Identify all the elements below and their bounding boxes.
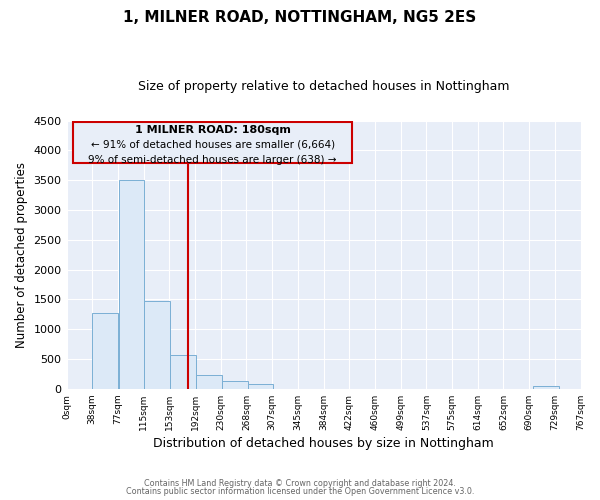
Text: Contains public sector information licensed under the Open Government Licence v3: Contains public sector information licen… bbox=[126, 487, 474, 496]
Text: Contains HM Land Registry data © Crown copyright and database right 2024.: Contains HM Land Registry data © Crown c… bbox=[144, 478, 456, 488]
Text: 1, MILNER ROAD, NOTTINGHAM, NG5 2ES: 1, MILNER ROAD, NOTTINGHAM, NG5 2ES bbox=[124, 10, 476, 25]
Text: 9% of semi-detached houses are larger (638) →: 9% of semi-detached houses are larger (6… bbox=[88, 155, 337, 165]
Bar bbox=[92, 313, 118, 389]
Bar bbox=[196, 374, 222, 389]
Bar bbox=[222, 381, 248, 389]
Bar bbox=[119, 180, 145, 389]
Y-axis label: Number of detached properties: Number of detached properties bbox=[15, 162, 28, 348]
Bar bbox=[170, 355, 196, 389]
Bar bbox=[248, 384, 274, 389]
Bar bbox=[145, 300, 170, 389]
Text: ← 91% of detached houses are smaller (6,664): ← 91% of detached houses are smaller (6,… bbox=[91, 140, 335, 149]
X-axis label: Distribution of detached houses by size in Nottingham: Distribution of detached houses by size … bbox=[153, 437, 494, 450]
Title: Size of property relative to detached houses in Nottingham: Size of property relative to detached ho… bbox=[138, 80, 509, 93]
FancyBboxPatch shape bbox=[73, 122, 352, 164]
Text: 1 MILNER ROAD: 180sqm: 1 MILNER ROAD: 180sqm bbox=[134, 126, 290, 136]
Bar bbox=[533, 386, 559, 389]
